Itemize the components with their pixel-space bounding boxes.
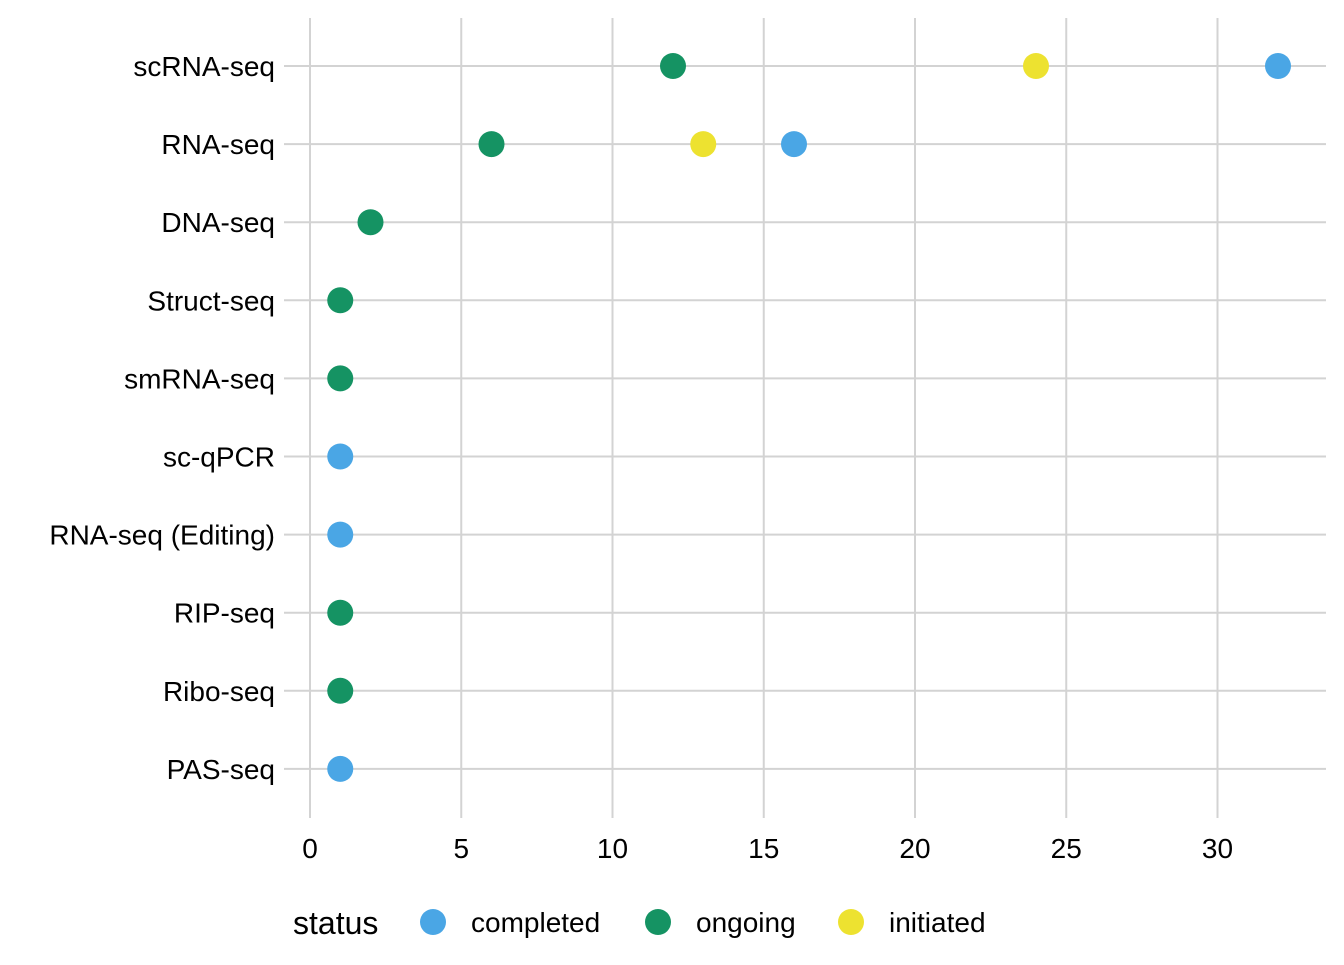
y-tick-label: smRNA-seq <box>124 363 275 394</box>
data-point-ongoing <box>327 365 354 392</box>
x-tick-label: 20 <box>899 833 930 864</box>
legend-label-initiated: initiated <box>889 907 986 938</box>
legend-key-completed <box>420 909 446 935</box>
y-tick-label: RNA-seq <box>161 129 275 160</box>
data-point-initiated <box>1023 53 1049 79</box>
x-tick-label: 25 <box>1051 833 1082 864</box>
x-tick-label: 0 <box>302 833 318 864</box>
y-tick-label: sc-qPCR <box>163 442 275 473</box>
x-tick-label: 30 <box>1202 833 1233 864</box>
legend-title: status <box>293 905 378 941</box>
data-point-ongoing <box>327 287 354 314</box>
legend-label-ongoing: ongoing <box>696 907 796 938</box>
y-tick-label: RNA-seq (Editing) <box>49 520 275 551</box>
legend-key-ongoing <box>645 909 671 935</box>
x-axis-labels: 0 5 10 15 20 25 30 <box>302 833 1233 864</box>
grid-layer <box>284 18 1326 818</box>
x-tick-label: 15 <box>748 833 779 864</box>
data-point-ongoing <box>357 209 384 236</box>
y-axis-labels: scRNA-seq RNA-seq DNA-seq Struct-seq smRNA-s… <box>49 51 275 785</box>
data-point-completed <box>327 443 354 470</box>
x-tick-label: 10 <box>597 833 628 864</box>
data-point-initiated <box>690 131 717 158</box>
x-tick-label: 5 <box>453 833 469 864</box>
data-point-completed <box>781 131 807 158</box>
data-point-ongoing <box>327 677 354 704</box>
y-tick-label: scRNA-seq <box>133 51 275 82</box>
data-point-completed <box>327 755 354 782</box>
y-tick-label: RIP-seq <box>174 598 275 629</box>
data-point-completed <box>327 521 354 548</box>
y-tick-label: Struct-seq <box>147 285 275 316</box>
data-point-ongoing <box>660 53 686 79</box>
data-point-ongoing <box>327 599 354 626</box>
y-tick-label: DNA-seq <box>161 207 275 238</box>
legend-key-initiated <box>838 909 864 935</box>
legend-label-completed: completed <box>471 907 600 938</box>
y-tick-label: Ribo-seq <box>163 676 275 707</box>
data-points <box>327 53 1291 782</box>
y-tick-label: PAS-seq <box>167 754 275 785</box>
legend: status completed ongoing initiated <box>293 905 986 941</box>
data-point-completed <box>1265 53 1291 79</box>
data-point-ongoing <box>478 131 505 158</box>
